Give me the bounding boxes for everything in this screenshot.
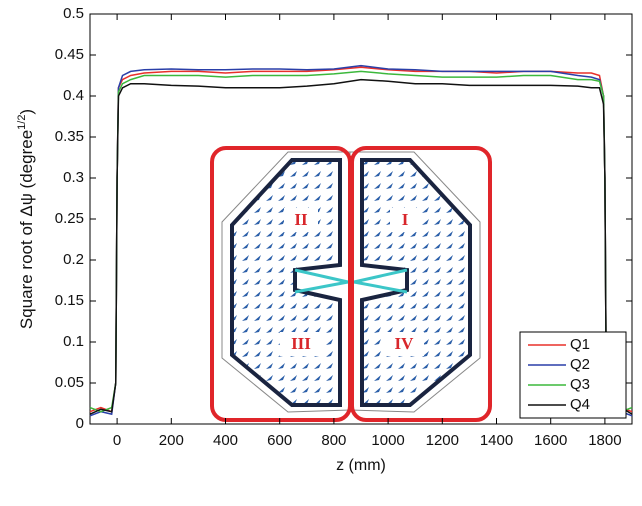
inset-label-bg xyxy=(384,332,424,356)
x-tick-label: 600 xyxy=(267,432,292,449)
series-line xyxy=(89,78,633,415)
y-tick-label: 0.45 xyxy=(55,46,84,63)
y-axis-label-text: Square root of Δψ (degree xyxy=(17,130,36,329)
series-line xyxy=(89,70,633,413)
inset-label-bg xyxy=(390,208,420,232)
inset-label: I xyxy=(402,210,409,229)
inset-label: IV xyxy=(395,334,415,353)
x-tick-label: 200 xyxy=(159,432,184,449)
legend-label: Q4 xyxy=(570,396,590,413)
inset-label: II xyxy=(294,210,308,229)
inset-frame xyxy=(350,146,492,422)
y-tick-label: 0.15 xyxy=(55,292,84,309)
inset-shape xyxy=(360,158,472,407)
y-tick-label: 0 xyxy=(76,415,84,432)
inset-diagram: II I III IV xyxy=(210,146,492,422)
legend-label: Q2 xyxy=(570,356,590,373)
y-tick-label: 0.25 xyxy=(55,210,84,227)
y-axis-label-end: ) xyxy=(17,109,36,115)
inset-label-bg xyxy=(284,208,318,232)
x-tick-label: 1200 xyxy=(426,432,459,449)
x-axis-label: z (mm) xyxy=(336,457,386,474)
x-tick-label: 1600 xyxy=(534,432,567,449)
x-tick-label: 800 xyxy=(321,432,346,449)
inset-label-bg xyxy=(280,332,322,356)
y-tick-label: 0.4 xyxy=(63,87,84,104)
inset-outline xyxy=(349,151,481,413)
x-tick-label: 1800 xyxy=(588,432,621,449)
y-tick-label: 0.2 xyxy=(63,251,84,268)
y-tick-label: 0.1 xyxy=(63,333,84,350)
y-tick-label: 0.35 xyxy=(55,128,84,145)
y-axis-label: Square root of Δψ (degree1/2) xyxy=(16,109,37,329)
inset-label: III xyxy=(291,334,311,353)
legend-box xyxy=(519,331,627,419)
y-tick-label: 0.5 xyxy=(63,5,84,22)
legend-label: Q1 xyxy=(570,336,590,353)
x-tick-label: 1400 xyxy=(480,432,513,449)
y-tick-label: 0.05 xyxy=(55,374,84,391)
x-tick-label: 400 xyxy=(213,432,238,449)
y-axis-label-sup: 1/2 xyxy=(16,115,28,130)
inset-shape xyxy=(230,158,342,407)
x-tick-label: 1000 xyxy=(371,432,404,449)
legend-label: Q3 xyxy=(570,376,590,393)
y-tick-label: 0.3 xyxy=(63,169,84,186)
x-tick-label: 0 xyxy=(113,432,121,449)
